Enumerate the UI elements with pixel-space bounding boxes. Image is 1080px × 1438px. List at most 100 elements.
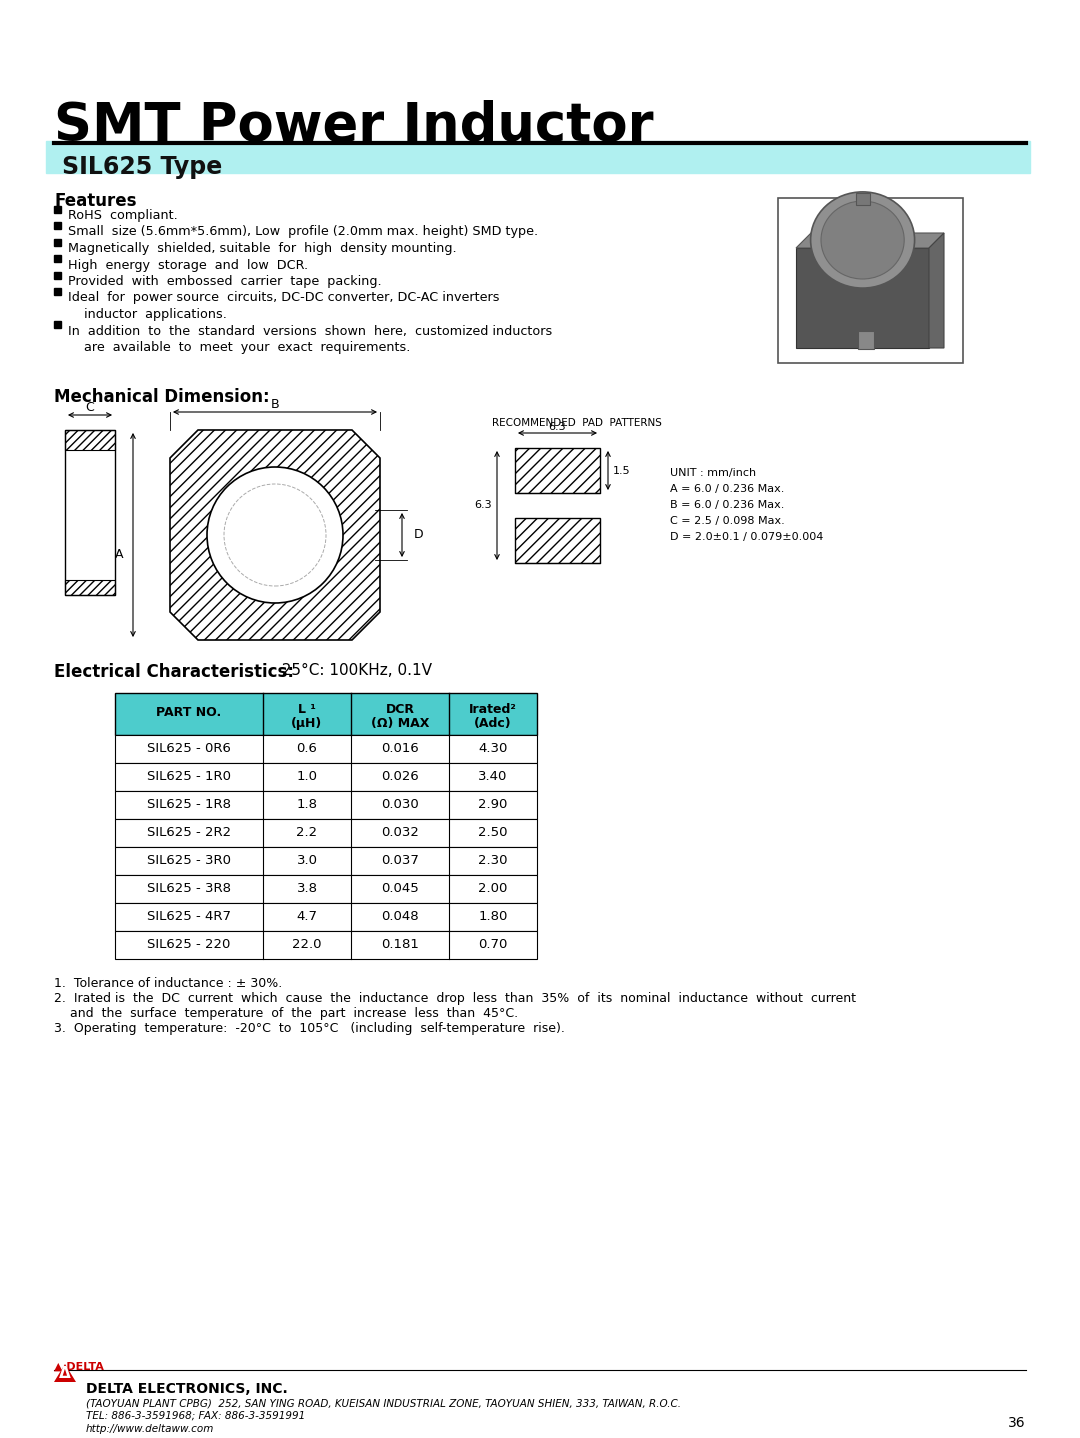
Text: 0.6: 0.6 [297, 742, 318, 755]
Text: 2.30: 2.30 [478, 854, 508, 867]
Text: 0.045: 0.045 [381, 883, 419, 896]
Text: UNIT : mm/inch: UNIT : mm/inch [670, 467, 756, 477]
Ellipse shape [811, 191, 915, 288]
Text: 4.30: 4.30 [478, 742, 508, 755]
Ellipse shape [821, 201, 904, 279]
Ellipse shape [224, 485, 326, 587]
Text: are  available  to  meet  your  exact  requirements.: are available to meet your exact require… [68, 341, 410, 354]
Text: 1.80: 1.80 [478, 910, 508, 923]
Bar [114, 874, 537, 903]
Bar [46, 141, 1030, 173]
Text: Mechanical Dimension:: Mechanical Dimension: [54, 388, 270, 406]
Bar [114, 930, 537, 959]
Text: Provided  with  embossed  carrier  tape  packing.: Provided with embossed carrier tape pack… [68, 275, 381, 288]
Text: Ideal  for  power source  circuits, DC-DC converter, DC-AC inverters: Ideal for power source circuits, DC-DC c… [68, 292, 499, 305]
Text: 3.  Operating  temperature:  -20°C  to  105°C   (including  self-temperature  ri: 3. Operating temperature: -20°C to 105°C… [54, 1022, 565, 1035]
Text: 2.50: 2.50 [478, 827, 508, 840]
Bar [778, 198, 963, 362]
Text: 6.3: 6.3 [474, 500, 492, 510]
Text: 2.90: 2.90 [478, 798, 508, 811]
Text: 22.0: 22.0 [293, 939, 322, 952]
Bar [54, 288, 60, 295]
Text: SIL625 - 220: SIL625 - 220 [147, 939, 231, 952]
Text: SIL625 - 0R6: SIL625 - 0R6 [147, 742, 231, 755]
Text: 0.037: 0.037 [381, 854, 419, 867]
Bar [859, 331, 874, 349]
Bar [54, 221, 60, 229]
Bar [114, 735, 537, 764]
Text: 1.8: 1.8 [297, 798, 318, 811]
Text: SIL625 - 1R0: SIL625 - 1R0 [147, 771, 231, 784]
Text: SIL625 - 3R0: SIL625 - 3R0 [147, 854, 231, 867]
Text: 1.5: 1.5 [613, 466, 631, 476]
Text: D = 2.0±0.1 / 0.079±0.004: D = 2.0±0.1 / 0.079±0.004 [670, 532, 823, 542]
Text: 0.032: 0.032 [381, 827, 419, 840]
Text: Magnetically  shielded, suitable  for  high  density mounting.: Magnetically shielded, suitable for high… [68, 242, 457, 255]
Text: (Ω) MAX: (Ω) MAX [370, 718, 429, 731]
Text: SIL625 Type: SIL625 Type [62, 155, 222, 178]
Bar [54, 272, 60, 279]
Text: RoHS  compliant.: RoHS compliant. [68, 209, 178, 221]
Text: 1.  Tolerance of inductance : ± 30%.: 1. Tolerance of inductance : ± 30%. [54, 976, 282, 989]
Bar [54, 206, 60, 213]
Bar [114, 693, 537, 735]
Text: (TAOYUAN PLANT CPBG)  252, SAN YING ROAD, KUEISAN INDUSTRIAL ZONE, TAOYUAN SHIEN: (TAOYUAN PLANT CPBG) 252, SAN YING ROAD,… [86, 1398, 681, 1408]
Text: 0.026: 0.026 [381, 771, 419, 784]
Ellipse shape [207, 467, 343, 603]
Bar [114, 820, 537, 847]
Bar [114, 764, 537, 791]
Text: 0.181: 0.181 [381, 939, 419, 952]
Text: 0.030: 0.030 [381, 798, 419, 811]
Text: DCR: DCR [386, 703, 415, 716]
Text: L ¹: L ¹ [298, 703, 316, 716]
Polygon shape [796, 247, 929, 348]
Text: B = 6.0 / 0.236 Max.: B = 6.0 / 0.236 Max. [670, 500, 784, 510]
Bar [114, 791, 537, 820]
Text: In  addition  to  the  standard  versions  shown  here,  customized inductors: In addition to the standard versions sho… [68, 325, 552, 338]
Text: RECOMMENDED  PAD  PATTERNS: RECOMMENDED PAD PATTERNS [492, 418, 662, 429]
Text: C = 2.5 / 0.098 Max.: C = 2.5 / 0.098 Max. [670, 516, 785, 526]
Text: TEL: 886-3-3591968; FAX: 886-3-3591991: TEL: 886-3-3591968; FAX: 886-3-3591991 [86, 1411, 306, 1421]
Text: 0.016: 0.016 [381, 742, 419, 755]
Text: and  the  surface  temperature  of  the  part  increase  less  than  45°C.: and the surface temperature of the part … [54, 1007, 518, 1020]
Text: 0.048: 0.048 [381, 910, 419, 923]
Bar [54, 239, 60, 246]
Polygon shape [796, 233, 944, 247]
Polygon shape [929, 233, 944, 348]
Text: SMT Power Inductor: SMT Power Inductor [54, 101, 653, 152]
Text: SIL625 - 3R8: SIL625 - 3R8 [147, 883, 231, 896]
Text: 3.8: 3.8 [297, 883, 318, 896]
Text: Δ: Δ [59, 1366, 71, 1382]
Text: DELTA ELECTRONICS, INC.: DELTA ELECTRONICS, INC. [86, 1382, 287, 1396]
Text: A: A [114, 548, 123, 561]
Text: ▲ DELTA: ▲ DELTA [54, 1362, 104, 1372]
Text: http://www.deltaww.com: http://www.deltaww.com [86, 1424, 214, 1434]
Bar [65, 430, 114, 450]
Bar [65, 430, 114, 595]
Polygon shape [54, 1365, 76, 1382]
Text: 25°C: 100KHz, 0.1V: 25°C: 100KHz, 0.1V [272, 663, 432, 677]
Text: Irated²: Irated² [469, 703, 517, 716]
Text: 36: 36 [1009, 1416, 1026, 1429]
Bar [114, 903, 537, 930]
Bar [515, 449, 600, 493]
Text: D: D [414, 529, 423, 542]
Text: 0.70: 0.70 [478, 939, 508, 952]
Bar [515, 518, 600, 564]
Text: SIL625 - 4R7: SIL625 - 4R7 [147, 910, 231, 923]
Text: PART NO.: PART NO. [157, 706, 221, 719]
Text: B: B [271, 398, 280, 411]
Text: (μH): (μH) [292, 718, 323, 731]
Text: Electrical Characteristics:: Electrical Characteristics: [54, 663, 294, 682]
Text: High  energy  storage  and  low  DCR.: High energy storage and low DCR. [68, 259, 308, 272]
Text: 2.  Irated is  the  DC  current  which  cause  the  inductance  drop  less  than: 2. Irated is the DC current which cause … [54, 992, 856, 1005]
Bar [855, 193, 869, 206]
Text: Features: Features [54, 193, 136, 210]
Text: 6.3: 6.3 [549, 421, 566, 431]
Bar [54, 321, 60, 328]
Text: 3.40: 3.40 [478, 771, 508, 784]
Text: 4.7: 4.7 [297, 910, 318, 923]
Text: A = 6.0 / 0.236 Max.: A = 6.0 / 0.236 Max. [670, 485, 784, 495]
Bar [114, 847, 537, 874]
Text: C: C [85, 401, 94, 414]
